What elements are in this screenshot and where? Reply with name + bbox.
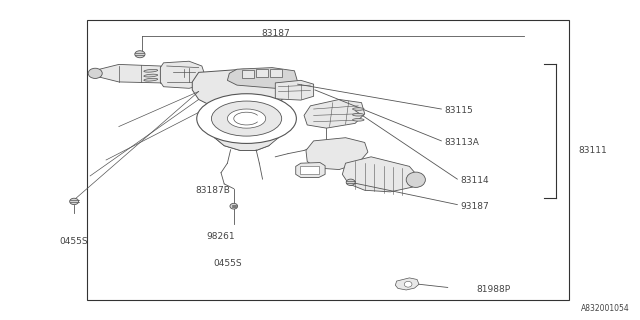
Bar <box>242 70 253 78</box>
Polygon shape <box>306 138 368 170</box>
Polygon shape <box>227 68 298 88</box>
Ellipse shape <box>135 51 145 58</box>
Circle shape <box>211 101 282 136</box>
Polygon shape <box>342 157 419 192</box>
Polygon shape <box>192 69 298 150</box>
Polygon shape <box>275 80 314 100</box>
Text: 81988P: 81988P <box>476 284 511 293</box>
Ellipse shape <box>144 74 157 77</box>
Ellipse shape <box>353 114 364 116</box>
Text: 0455S: 0455S <box>60 237 88 246</box>
Text: A832001054: A832001054 <box>581 304 630 313</box>
Text: 98261: 98261 <box>207 232 236 241</box>
Ellipse shape <box>404 281 412 287</box>
Circle shape <box>196 94 296 143</box>
Ellipse shape <box>353 119 364 121</box>
Ellipse shape <box>144 78 157 81</box>
Text: 83113A: 83113A <box>445 138 479 147</box>
Text: 83111: 83111 <box>579 146 607 155</box>
Polygon shape <box>100 64 176 83</box>
Text: 0455S: 0455S <box>213 259 242 268</box>
Text: 83187: 83187 <box>261 29 290 38</box>
Text: 93187: 93187 <box>461 202 489 211</box>
Text: 83115: 83115 <box>445 106 473 115</box>
Polygon shape <box>296 163 325 178</box>
Text: 83114: 83114 <box>461 176 489 185</box>
Bar <box>87 20 569 300</box>
Ellipse shape <box>144 69 157 72</box>
Text: 83187B: 83187B <box>195 186 230 195</box>
Circle shape <box>227 109 266 128</box>
Polygon shape <box>304 100 365 128</box>
Bar <box>300 166 319 174</box>
Ellipse shape <box>346 179 355 186</box>
Bar <box>256 69 268 77</box>
Polygon shape <box>396 278 419 290</box>
Ellipse shape <box>406 172 426 188</box>
Polygon shape <box>211 119 282 150</box>
Ellipse shape <box>230 203 237 209</box>
Ellipse shape <box>70 198 79 204</box>
Polygon shape <box>161 61 205 88</box>
Bar <box>270 69 282 77</box>
Ellipse shape <box>88 68 102 78</box>
Ellipse shape <box>353 108 364 110</box>
